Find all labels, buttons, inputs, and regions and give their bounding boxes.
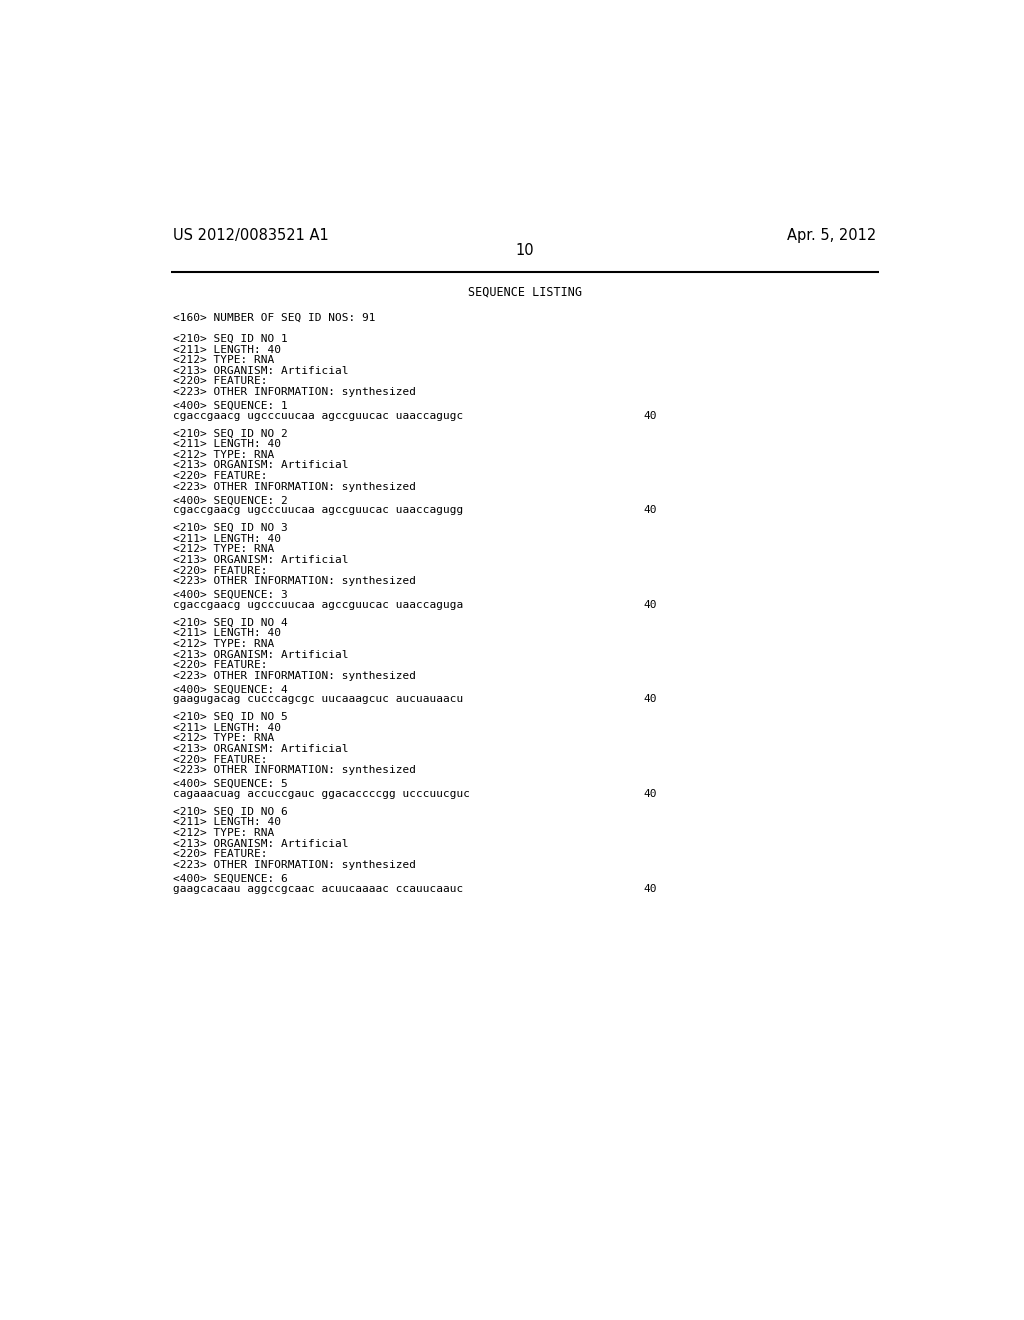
Text: cgaccgaacg ugcccuucaa agccguucac uaaccaguga: cgaccgaacg ugcccuucaa agccguucac uaaccag… — [173, 599, 463, 610]
Text: 40: 40 — [643, 599, 656, 610]
Text: <223> OTHER INFORMATION: synthesized: <223> OTHER INFORMATION: synthesized — [173, 577, 416, 586]
Text: SEQUENCE LISTING: SEQUENCE LISTING — [468, 285, 582, 298]
Text: <210> SEQ ID NO 6: <210> SEQ ID NO 6 — [173, 807, 288, 817]
Text: <400> SEQUENCE: 3: <400> SEQUENCE: 3 — [173, 590, 288, 599]
Text: <400> SEQUENCE: 4: <400> SEQUENCE: 4 — [173, 685, 288, 694]
Text: 40: 40 — [643, 883, 656, 894]
Text: <210> SEQ ID NO 1: <210> SEQ ID NO 1 — [173, 334, 288, 345]
Text: <212> TYPE: RNA: <212> TYPE: RNA — [173, 639, 274, 649]
Text: <220> FEATURE:: <220> FEATURE: — [173, 565, 267, 576]
Text: <220> FEATURE:: <220> FEATURE: — [173, 660, 267, 671]
Text: 40: 40 — [643, 789, 656, 799]
Text: <223> OTHER INFORMATION: synthesized: <223> OTHER INFORMATION: synthesized — [173, 482, 416, 491]
Text: <223> OTHER INFORMATION: synthesized: <223> OTHER INFORMATION: synthesized — [173, 387, 416, 397]
Text: 40: 40 — [643, 411, 656, 421]
Text: <400> SEQUENCE: 5: <400> SEQUENCE: 5 — [173, 779, 288, 789]
Text: <211> LENGTH: 40: <211> LENGTH: 40 — [173, 533, 281, 544]
Text: <210> SEQ ID NO 2: <210> SEQ ID NO 2 — [173, 429, 288, 438]
Text: cgaccgaacg ugcccuucaa agccguucac uaaccagugg: cgaccgaacg ugcccuucaa agccguucac uaaccag… — [173, 506, 463, 515]
Text: <220> FEATURE:: <220> FEATURE: — [173, 755, 267, 764]
Text: <211> LENGTH: 40: <211> LENGTH: 40 — [173, 345, 281, 355]
Text: gaagugacag cucccagcgc uucaaagcuc aucuauaacu: gaagugacag cucccagcgc uucaaagcuc aucuaua… — [173, 694, 463, 705]
Text: <213> ORGANISM: Artificial: <213> ORGANISM: Artificial — [173, 366, 348, 376]
Text: <220> FEATURE:: <220> FEATURE: — [173, 376, 267, 387]
Text: <220> FEATURE:: <220> FEATURE: — [173, 471, 267, 480]
Text: cgaccgaacg ugcccuucaa agccguucac uaaccagugc: cgaccgaacg ugcccuucaa agccguucac uaaccag… — [173, 411, 463, 421]
Text: <213> ORGANISM: Artificial: <213> ORGANISM: Artificial — [173, 649, 348, 660]
Text: <210> SEQ ID NO 3: <210> SEQ ID NO 3 — [173, 523, 288, 533]
Text: 40: 40 — [643, 506, 656, 515]
Text: <223> OTHER INFORMATION: synthesized: <223> OTHER INFORMATION: synthesized — [173, 766, 416, 775]
Text: US 2012/0083521 A1: US 2012/0083521 A1 — [173, 227, 329, 243]
Text: <210> SEQ ID NO 4: <210> SEQ ID NO 4 — [173, 618, 288, 627]
Text: <212> TYPE: RNA: <212> TYPE: RNA — [173, 734, 274, 743]
Text: <160> NUMBER OF SEQ ID NOS: 91: <160> NUMBER OF SEQ ID NOS: 91 — [173, 313, 376, 322]
Text: <400> SEQUENCE: 6: <400> SEQUENCE: 6 — [173, 874, 288, 883]
Text: <400> SEQUENCE: 2: <400> SEQUENCE: 2 — [173, 495, 288, 506]
Text: <213> ORGANISM: Artificial: <213> ORGANISM: Artificial — [173, 461, 348, 470]
Text: <211> LENGTH: 40: <211> LENGTH: 40 — [173, 817, 281, 828]
Text: <223> OTHER INFORMATION: synthesized: <223> OTHER INFORMATION: synthesized — [173, 671, 416, 681]
Text: <213> ORGANISM: Artificial: <213> ORGANISM: Artificial — [173, 554, 348, 565]
Text: <213> ORGANISM: Artificial: <213> ORGANISM: Artificial — [173, 838, 348, 849]
Text: <212> TYPE: RNA: <212> TYPE: RNA — [173, 355, 274, 366]
Text: cagaaacuag accuccgauc ggacaccccgg ucccuucguc: cagaaacuag accuccgauc ggacaccccgg ucccuu… — [173, 789, 470, 799]
Text: 40: 40 — [643, 694, 656, 705]
Text: <220> FEATURE:: <220> FEATURE: — [173, 849, 267, 859]
Text: <211> LENGTH: 40: <211> LENGTH: 40 — [173, 440, 281, 449]
Text: 10: 10 — [515, 243, 535, 259]
Text: <211> LENGTH: 40: <211> LENGTH: 40 — [173, 723, 281, 733]
Text: <213> ORGANISM: Artificial: <213> ORGANISM: Artificial — [173, 744, 348, 754]
Text: gaagcacaau aggccgcaac acuucaaaac ccauucaauc: gaagcacaau aggccgcaac acuucaaaac ccauuca… — [173, 883, 463, 894]
Text: <212> TYPE: RNA: <212> TYPE: RNA — [173, 450, 274, 459]
Text: <210> SEQ ID NO 5: <210> SEQ ID NO 5 — [173, 713, 288, 722]
Text: <211> LENGTH: 40: <211> LENGTH: 40 — [173, 628, 281, 639]
Text: <223> OTHER INFORMATION: synthesized: <223> OTHER INFORMATION: synthesized — [173, 859, 416, 870]
Text: Apr. 5, 2012: Apr. 5, 2012 — [787, 227, 877, 243]
Text: <212> TYPE: RNA: <212> TYPE: RNA — [173, 544, 274, 554]
Text: <212> TYPE: RNA: <212> TYPE: RNA — [173, 828, 274, 838]
Text: <400> SEQUENCE: 1: <400> SEQUENCE: 1 — [173, 401, 288, 411]
